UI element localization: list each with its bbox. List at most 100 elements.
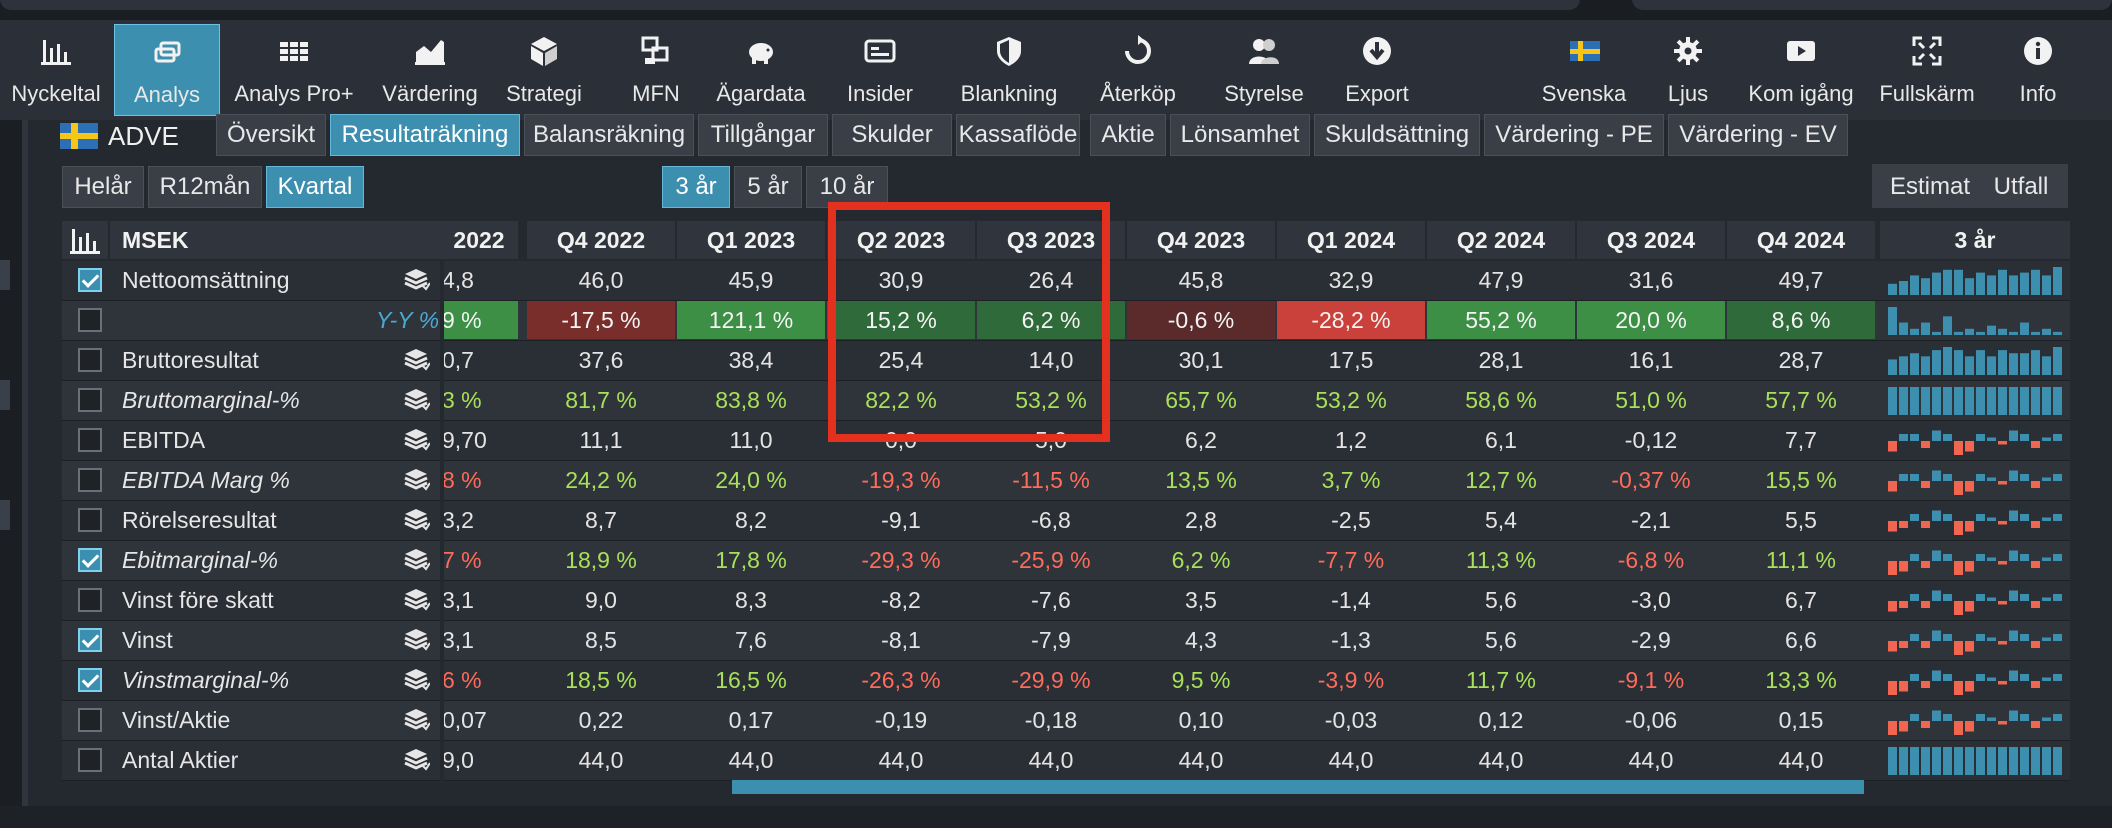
report-tab-0[interactable]: Översikt — [216, 114, 326, 156]
value-cell: 3,7 % — [1321, 466, 1381, 493]
spark-bar — [2053, 514, 2062, 521]
swedish-flag-icon — [60, 123, 98, 149]
column-header[interactable]: 2022 — [440, 221, 518, 259]
stack-layers-icon[interactable] — [402, 426, 431, 454]
nav-item-1[interactable]: Analys — [114, 24, 220, 116]
period-tab-1[interactable]: R12mån — [148, 166, 262, 208]
column-header[interactable]: Q2 2024 — [1427, 221, 1575, 259]
spark-bar — [1910, 714, 1919, 721]
stack-layers-icon[interactable] — [402, 706, 431, 734]
mode-tab-0[interactable]: Estimat — [1889, 173, 1970, 200]
row-checkbox[interactable] — [78, 508, 102, 532]
spark-bar — [1976, 747, 1985, 775]
nav-item-6[interactable]: Ägardata — [708, 24, 814, 116]
nav-item-8[interactable]: Blankning — [944, 24, 1074, 116]
row-checkbox-cell — [62, 621, 122, 659]
row-checkbox-cell — [62, 741, 122, 779]
nav-item-2[interactable]: Analys Pro+ — [224, 24, 364, 116]
range-tab-0[interactable]: 3 år — [662, 166, 730, 208]
stack-layers-icon[interactable] — [402, 506, 431, 534]
left-panel-handle[interactable] — [0, 500, 10, 530]
row-checkbox[interactable] — [78, 268, 102, 292]
row-checkbox[interactable] — [78, 548, 102, 572]
row-checkbox[interactable] — [78, 748, 102, 772]
nav-item-11[interactable]: Export — [1322, 24, 1432, 116]
range-tab-1[interactable]: 5 år — [734, 166, 802, 208]
report-tab-6[interactable]: Aktie — [1090, 114, 1166, 156]
row-checkbox[interactable] — [78, 588, 102, 612]
column-header[interactable]: Q2 2023 — [827, 221, 975, 259]
value-cell: 38,4 — [728, 346, 774, 373]
download-icon — [1360, 34, 1394, 73]
row-checkbox[interactable] — [78, 628, 102, 652]
row-checkbox[interactable] — [78, 388, 102, 412]
column-header[interactable]: Q4 2022 — [527, 221, 675, 259]
row-checkbox[interactable] — [78, 348, 102, 372]
nav-right-item-4[interactable]: Info — [1990, 24, 2086, 116]
nav-item-7[interactable]: Insider — [818, 24, 942, 116]
stack-layers-icon[interactable] — [402, 666, 431, 694]
row-label: Bruttoresultat — [122, 346, 259, 373]
report-tab-5[interactable]: Kassaflöde — [956, 114, 1080, 156]
spark-bar — [2042, 387, 2051, 415]
stack-layers-icon[interactable] — [402, 626, 431, 654]
row-checkbox[interactable] — [78, 708, 102, 732]
period-tab-2[interactable]: Kvartal — [266, 166, 364, 208]
column-header[interactable]: Q1 2023 — [677, 221, 825, 259]
nav-item-5[interactable]: MFN — [606, 24, 706, 116]
spark-bar — [1899, 281, 1908, 295]
nav-right-item-3[interactable]: Fullskärm — [1866, 24, 1988, 116]
stack-layers-icon[interactable] — [402, 586, 431, 614]
spark-bar — [2020, 674, 2029, 681]
stack-layers-icon[interactable] — [402, 386, 431, 414]
stack-layers-icon[interactable] — [402, 266, 431, 294]
column-header[interactable]: Q4 2023 — [1127, 221, 1275, 259]
value-cell: 49,7 — [1778, 266, 1824, 293]
nav-item-9[interactable]: Återköp — [1074, 24, 1202, 116]
nav-item-10[interactable]: Styrelse — [1208, 24, 1320, 116]
nav-item-0[interactable]: Nyckeltal — [0, 24, 112, 116]
stack-layers-icon[interactable] — [402, 546, 431, 574]
value-cell: 55,2 % — [1427, 301, 1575, 339]
report-tab-8[interactable]: Skuldsättning — [1314, 114, 1480, 156]
column-header[interactable]: Q1 2024 — [1277, 221, 1425, 259]
stack-layers-icon[interactable] — [402, 746, 431, 774]
stack-layers-icon[interactable] — [402, 466, 431, 494]
left-panel-handle[interactable] — [0, 260, 10, 290]
report-tab-10[interactable]: Värdering - EV — [1668, 114, 1848, 156]
mode-tab-1[interactable]: Utfall — [1993, 173, 2049, 200]
nav-right-item-0[interactable]: Svenska — [1528, 24, 1640, 116]
report-tab-3[interactable]: Tillgångar — [698, 114, 828, 156]
report-tab-4[interactable]: Skulder — [832, 114, 952, 156]
row-checkbox[interactable] — [78, 428, 102, 452]
spark-bar — [1910, 387, 1919, 415]
row-checkbox[interactable] — [78, 668, 102, 692]
nav-item-4[interactable]: Strategi — [494, 24, 594, 116]
stack-layers-icon[interactable] — [402, 346, 431, 374]
row-checkbox[interactable] — [78, 468, 102, 492]
range-tab-2[interactable]: 10 år — [806, 166, 888, 208]
nav-right-item-2[interactable]: Kom igång — [1738, 24, 1864, 116]
column-header[interactable]: Q4 2024 — [1727, 221, 1875, 259]
sparkline-chart — [1888, 510, 2062, 535]
column-header[interactable]: Q3 2024 — [1577, 221, 1725, 259]
spark-bar — [2053, 554, 2062, 561]
period-tab-0[interactable]: Helår — [62, 166, 144, 208]
people-icon — [1247, 34, 1281, 73]
horizontal-scrollbar[interactable] — [732, 780, 1864, 794]
left-panel-handle[interactable] — [0, 380, 10, 410]
report-tab-1[interactable]: Resultaträkning — [330, 114, 520, 156]
report-tab-7[interactable]: Lönsamhet — [1170, 114, 1310, 156]
chart-toggle-cell[interactable] — [62, 221, 108, 259]
report-tab-2[interactable]: Balansräkning — [524, 114, 694, 156]
bar-chart-icon — [68, 223, 102, 257]
column-header[interactable]: Q3 2023 — [977, 221, 1125, 259]
top-bar-segment — [1632, 0, 2112, 10]
main-toolbar: Nyckeltal Analys Analys Pro+ Värdering Strat… — [0, 20, 2112, 121]
spark-bar — [2009, 630, 2018, 641]
nav-item-3[interactable]: Värdering — [370, 24, 490, 116]
nav-right-item-1[interactable]: Ljus — [1642, 24, 1734, 116]
report-tab-9[interactable]: Värdering - PE — [1484, 114, 1664, 156]
row-checkbox[interactable] — [78, 308, 102, 332]
value-cell: 5,6 — [1485, 626, 1517, 653]
